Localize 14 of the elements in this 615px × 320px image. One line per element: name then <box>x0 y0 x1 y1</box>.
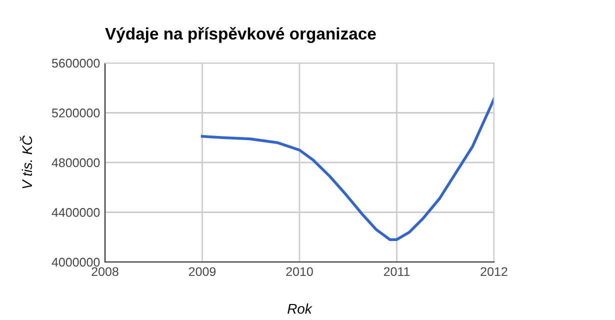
x-tick-label: 2012 <box>480 267 508 276</box>
y-tick-label: 4800000 <box>52 158 100 168</box>
y-axis-title: V tis. KČ <box>20 135 32 188</box>
x-tick-label: 2011 <box>384 267 410 276</box>
chart-title: Výdaje na příspěvkové organizace <box>105 27 376 43</box>
x-tick-label: 2010 <box>286 267 313 276</box>
y-tick-label: 5200000 <box>52 108 100 118</box>
line-series <box>200 98 494 242</box>
y-tick-label: 5600000 <box>52 58 100 68</box>
x-tick-label: 2008 <box>92 267 118 276</box>
y-tick-label: 4400000 <box>52 208 100 217</box>
y-tick-label: 4000000 <box>52 258 100 267</box>
x-tick-label: 2009 <box>188 267 216 276</box>
x-axis-title: Rok <box>288 304 312 314</box>
